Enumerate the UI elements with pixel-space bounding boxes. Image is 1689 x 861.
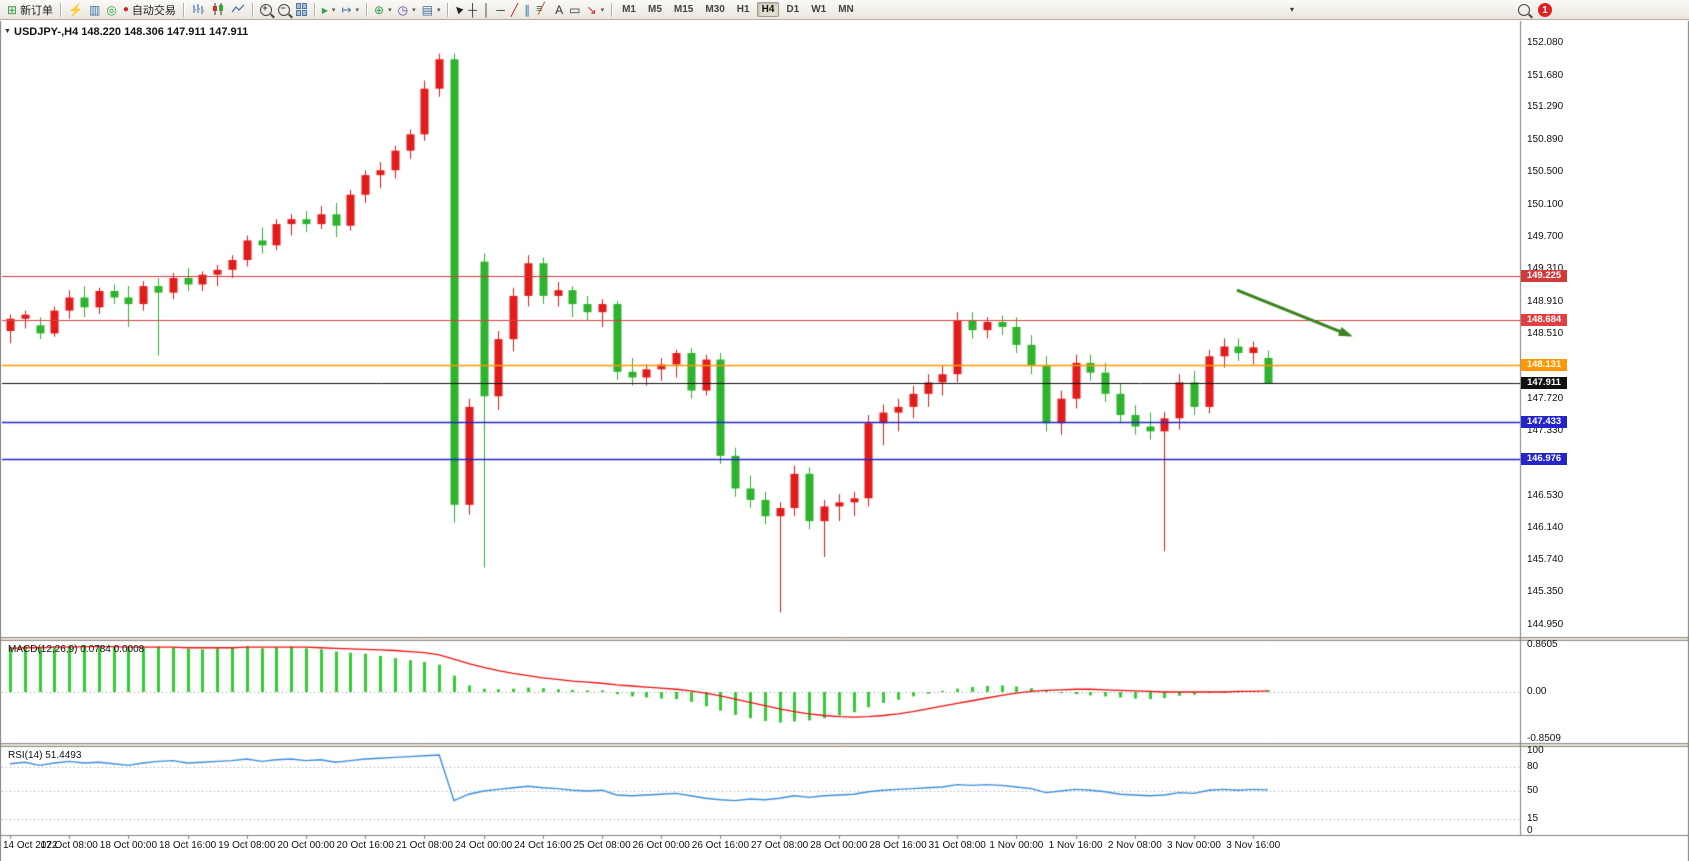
one-click-trading-toggle[interactable]: ▼	[4, 28, 11, 35]
toolbar-separator	[447, 2, 449, 17]
zoom-in-button[interactable]: +	[257, 1, 275, 19]
toolbar-right-group: 1	[1518, 3, 1552, 17]
market-watch-icon: ▥	[89, 2, 101, 17]
dropdown-arrow-icon: ▾	[600, 6, 605, 14]
auto-trading-icon: ●	[122, 3, 129, 15]
toolbar-separator	[182, 2, 184, 17]
horizontal-line-icon: ─	[496, 2, 505, 17]
auto-scroll-icon: ▸	[321, 2, 328, 17]
new-order-button[interactable]: ⊞ 新订单	[4, 1, 56, 19]
lightning-icon: ⚡	[68, 2, 84, 17]
auto-scroll-button[interactable]: ▸ ▾	[319, 1, 339, 19]
fibonacci-tool-button[interactable]: ≡ ╱	[533, 1, 552, 19]
timeframe-m5-button[interactable]: M5	[647, 4, 662, 15]
new-order-label: 新订单	[20, 4, 54, 17]
zoom-out-button[interactable]: −	[275, 1, 293, 19]
text-label-tool-button[interactable]: ▭	[566, 1, 583, 19]
tile-windows-icon	[295, 3, 307, 16]
notification-badge[interactable]: 1	[1538, 3, 1552, 17]
chart-shift-icon: ↦	[341, 2, 352, 17]
text-icon: A	[555, 2, 564, 17]
dropdown-arrow-icon: ▾	[331, 6, 336, 14]
arrow-shape-icon: ↘	[586, 2, 597, 17]
timeframe-m15-button[interactable]: M15	[673, 4, 694, 15]
text-label-icon: ▭	[569, 2, 581, 17]
arrows-tool-button[interactable]: ↘ ▾	[584, 1, 608, 19]
horizontal-line-tool-button[interactable]: ─	[493, 1, 508, 19]
toolbar-separator	[313, 2, 315, 17]
auto-trading-label: 自动交易	[131, 4, 176, 17]
text-tool-button[interactable]: A	[552, 1, 566, 19]
zoom-in-icon: +	[259, 3, 272, 16]
cursor-icon: ▶	[452, 3, 465, 16]
timeframe-w1-button[interactable]: W1	[811, 4, 827, 15]
indicators-icon: ⊕	[374, 2, 385, 17]
toolbar-overflow-chevron[interactable]: ▾	[1290, 5, 1295, 14]
candlestick-icon	[211, 2, 225, 17]
bar-chart-icon	[191, 3, 205, 17]
bar-chart-type-button[interactable]	[188, 1, 208, 19]
cursor-tool-button[interactable]: ▶	[452, 1, 465, 19]
auto-trading-button[interactable]: ● 自动交易	[120, 1, 179, 19]
timeframe-mn-button[interactable]: MN	[838, 4, 854, 15]
toolbar-separator	[251, 2, 253, 17]
templates-button[interactable]: ▤ ▾	[419, 1, 444, 19]
timeframe-d1-button[interactable]: D1	[786, 4, 800, 15]
quick-trade-button[interactable]: ⚡	[65, 1, 86, 19]
tile-windows-button[interactable]	[293, 1, 310, 19]
timeframe-m1-button[interactable]: M1	[622, 4, 636, 15]
chart-shift-button[interactable]: ↦ ▾	[338, 1, 362, 19]
trendline-tool-button[interactable]: ╱	[508, 1, 521, 19]
templates-icon: ▤	[421, 2, 433, 17]
toolbar-separator	[366, 2, 368, 17]
search-icon[interactable]	[1518, 4, 1530, 16]
market-watch-button[interactable]: ▥	[86, 1, 103, 19]
toolbar-separator	[611, 2, 613, 17]
timeframe-m30-button[interactable]: M30	[705, 4, 725, 15]
line-chart-type-button[interactable]	[228, 1, 248, 19]
toolbar-separator	[60, 2, 62, 17]
fibonacci-icon: ≡ ╱	[536, 2, 545, 15]
vertical-line-tool-button[interactable]: │	[480, 1, 494, 19]
periods-button[interactable]: ◷ ▾	[395, 1, 419, 19]
candlestick-type-button[interactable]	[208, 1, 228, 19]
indicators-button[interactable]: ⊕ ▾	[371, 1, 395, 19]
crosshair-icon: ┼	[468, 2, 477, 17]
vertical-line-icon: │	[482, 2, 491, 17]
dropdown-arrow-icon: ▾	[436, 6, 441, 14]
navigator-button[interactable]: ◎	[103, 1, 119, 19]
channel-tool-button[interactable]: ∥	[521, 1, 533, 19]
dropdown-arrow-icon: ▾	[388, 6, 392, 14]
channel-icon: ∥	[524, 2, 531, 17]
line-chart-icon	[231, 3, 245, 17]
trendline-icon: ╱	[510, 2, 519, 17]
crosshair-tool-button[interactable]: ┼	[465, 1, 480, 19]
dropdown-arrow-icon: ▾	[355, 6, 360, 14]
navigator-icon: ◎	[106, 2, 117, 17]
dropdown-arrow-icon: ▾	[412, 6, 416, 14]
new-order-icon: ⊞	[7, 2, 18, 17]
main-toolbar: ⊞ 新订单 ⚡ ▥ ◎ ● 自动交易 + −	[0, 0, 1689, 20]
timeframe-h1-button[interactable]: H1	[736, 4, 750, 15]
timeframe-h4-button[interactable]: H4	[756, 2, 780, 17]
periods-clock-icon: ◷	[397, 2, 409, 17]
zoom-out-icon: −	[277, 3, 290, 16]
